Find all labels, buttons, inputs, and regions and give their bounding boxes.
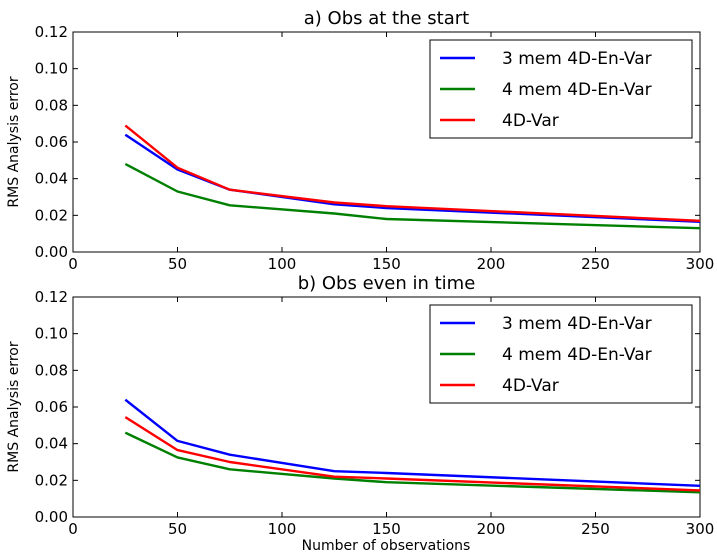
legend-entry-2: 4 mem 4D-En-Var	[502, 345, 652, 365]
y-tick-label: 0.08	[35, 96, 68, 114]
y-tick-label: 0.10	[35, 325, 68, 343]
y-tick-label: 0.10	[35, 60, 68, 78]
x-tick-label: 50	[168, 520, 187, 538]
x-tick-label: 300	[686, 255, 715, 273]
x-tick-label: 0	[68, 255, 78, 273]
x-tick-label: 0	[68, 520, 78, 538]
x-tick-label: 100	[268, 255, 297, 273]
x-tick-label: 50	[168, 255, 187, 273]
series-line-2	[124, 431, 701, 494]
y-tick-label: 0.08	[35, 361, 68, 379]
x-tick-label: 300	[686, 520, 715, 538]
y-tick-label: 0.04	[35, 435, 68, 453]
x-tick-label: 150	[372, 255, 401, 273]
legend-entry-3: 4D-Var	[502, 111, 559, 131]
x-tick-label: 100	[268, 520, 297, 538]
y-tick-label: 0.04	[35, 170, 68, 188]
y-tick-label: 0.06	[35, 398, 68, 416]
series-line-3	[124, 416, 701, 492]
x-tick-label: 150	[372, 520, 401, 538]
series-line-3	[124, 124, 701, 222]
series-line-1	[124, 398, 701, 487]
panel-a: a) Obs at the start RMS Analysis error 0 50…	[6, 8, 714, 273]
y-axis-label: RMS Analysis error	[6, 341, 22, 472]
legend-box	[429, 39, 693, 139]
legend-entry-2: 4 mem 4D-En-Var	[502, 80, 652, 100]
y-tick-label: 0.06	[35, 133, 68, 151]
panel-b: b) Obs even in time RMS Analysis error 0 50…	[6, 273, 714, 538]
legend: 3 mem 4D-En-Var 4 mem 4D-En-Var 4D-Var	[429, 304, 693, 404]
y-tick-label: 0.12	[35, 288, 68, 306]
x-tick-label: 200	[477, 520, 506, 538]
x-tick-label: 250	[581, 255, 610, 273]
series-line-2	[124, 162, 701, 230]
chart-title: b) Obs even in time	[298, 273, 476, 294]
legend-entry-1: 3 mem 4D-En-Var	[502, 314, 652, 334]
x-tick-label: 250	[581, 520, 610, 538]
x-tick-label: 200	[477, 255, 506, 273]
y-axis-label: RMS Analysis error	[6, 76, 22, 207]
y-tick-label: 0.00	[35, 508, 68, 526]
legend-entry-1: 3 mem 4D-En-Var	[502, 49, 652, 69]
y-tick-label: 0.02	[35, 471, 68, 489]
y-tick-label: 0.02	[35, 206, 68, 224]
legend: 3 mem 4D-En-Var 4 mem 4D-En-Var 4D-Var	[429, 39, 693, 139]
chart-title: a) Obs at the start	[304, 8, 469, 29]
y-tick-label: 0.00	[35, 243, 68, 261]
legend-entry-3: 4D-Var	[502, 376, 559, 396]
y-tick-label: 0.12	[35, 23, 68, 41]
figure-x-axis-label: Number of observations	[302, 538, 471, 554]
